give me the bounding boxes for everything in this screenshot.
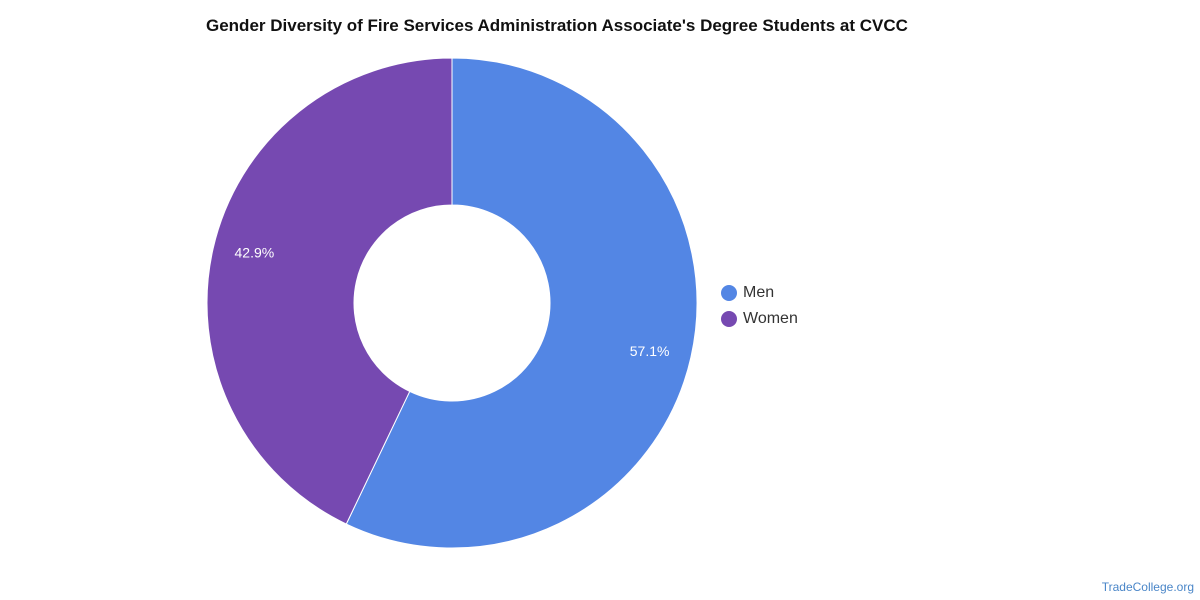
donut-slice-women[interactable] bbox=[206, 57, 453, 525]
donut-slices bbox=[206, 57, 698, 549]
chart-title: Gender Diversity of Fire Services Admini… bbox=[206, 16, 908, 35]
legend-item-men[interactable]: Men bbox=[721, 280, 798, 306]
legend-swatch-women bbox=[721, 311, 737, 327]
legend-label-women: Women bbox=[743, 310, 798, 327]
donut-slice-label-men: 57.1% bbox=[630, 343, 670, 359]
legend-label-men: Men bbox=[743, 284, 775, 301]
credit-link[interactable]: TradeCollege.org bbox=[1101, 580, 1194, 594]
legend-swatch-men bbox=[721, 285, 737, 301]
donut-slice-labels: 57.1% 42.9% bbox=[235, 244, 670, 359]
donut-slice-label-women: 42.9% bbox=[235, 244, 275, 260]
legend: Men Women bbox=[721, 280, 798, 332]
donut-slice-men[interactable] bbox=[345, 57, 698, 549]
legend-item-women[interactable]: Women bbox=[721, 306, 798, 332]
